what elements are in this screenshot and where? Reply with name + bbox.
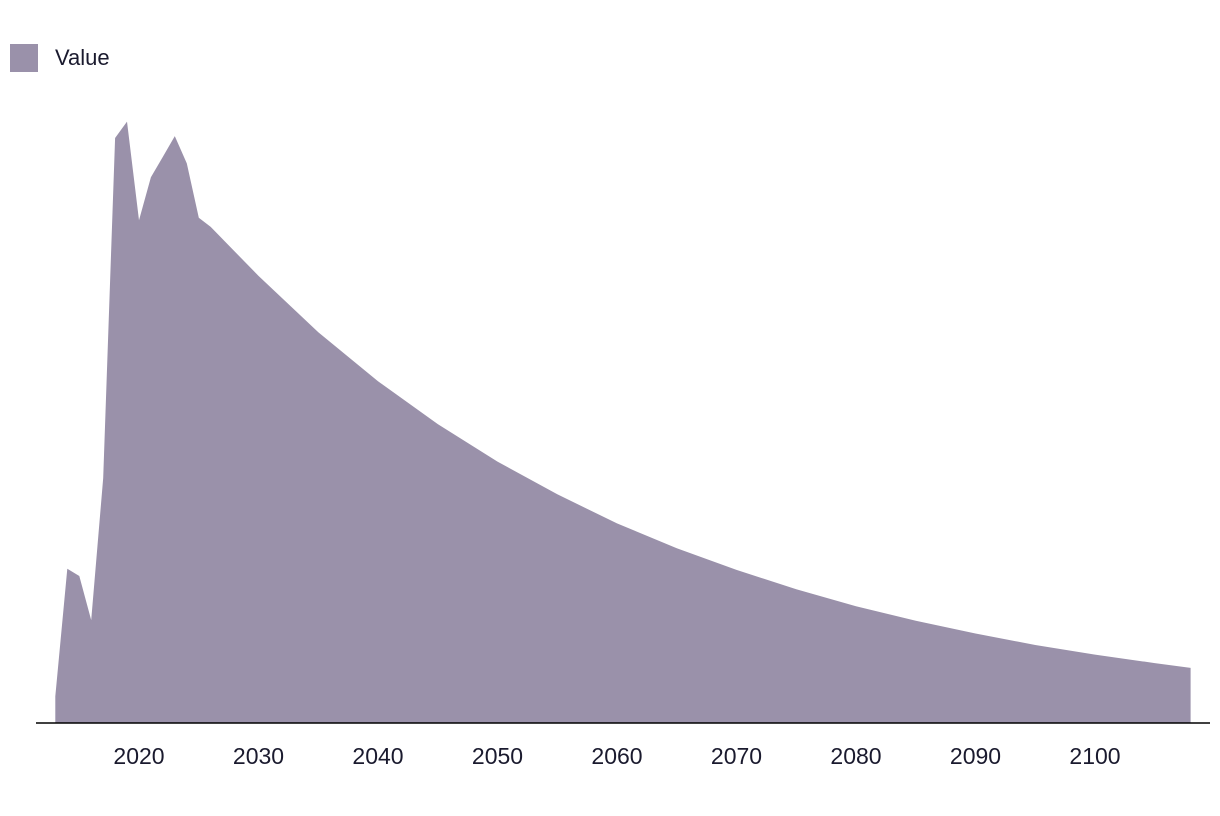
- x-tick-label-2080: 2080: [830, 743, 881, 769]
- series-area-value: [55, 121, 1191, 724]
- x-tick-label-2050: 2050: [472, 743, 523, 769]
- x-tick-label-2060: 2060: [591, 743, 642, 769]
- legend: Value: [10, 44, 110, 72]
- legend-label: Value: [55, 45, 110, 70]
- x-tick-label-2100: 2100: [1069, 743, 1120, 769]
- x-tick-label-2030: 2030: [233, 743, 284, 769]
- watermark-text: GlobalData: [489, 384, 732, 436]
- x-tick-label-2020: 2020: [113, 743, 164, 769]
- x-tick-label-2090: 2090: [950, 743, 1001, 769]
- x-tick-label-2070: 2070: [711, 743, 762, 769]
- x-tick-label-2040: 2040: [352, 743, 403, 769]
- x-axis-ticks: 2020 2030 2040 2050 2060 2070 2080 2090 2100: [113, 743, 1120, 769]
- legend-swatch: [10, 44, 38, 72]
- series-layer: [55, 121, 1191, 724]
